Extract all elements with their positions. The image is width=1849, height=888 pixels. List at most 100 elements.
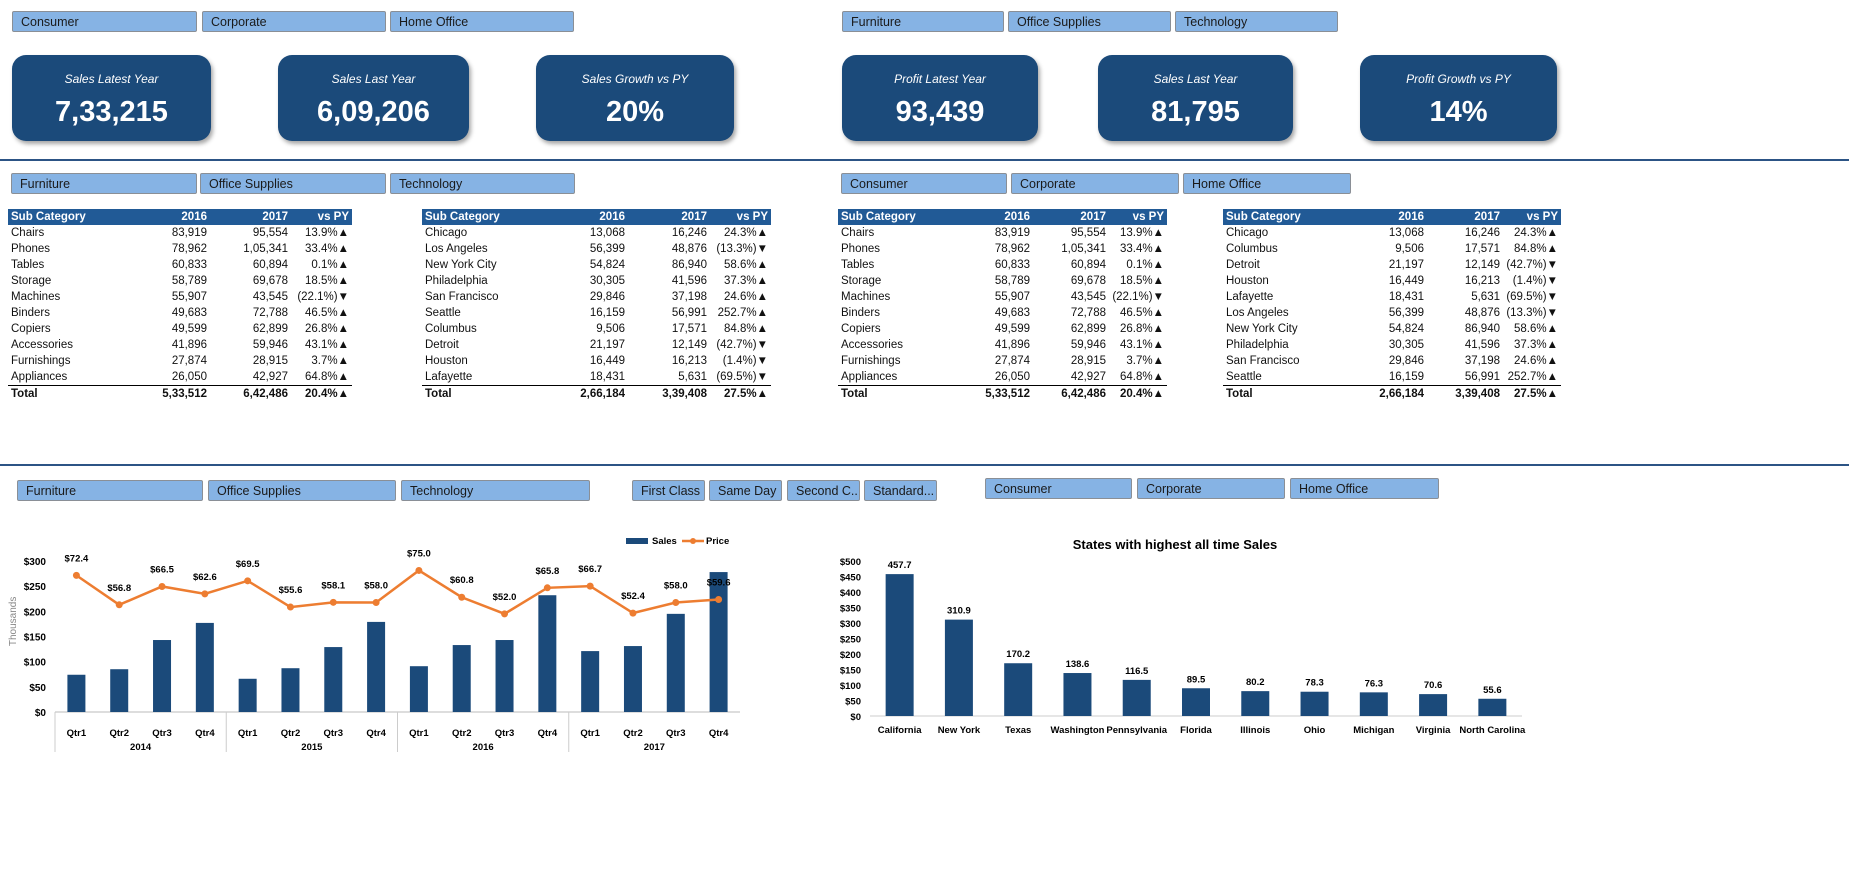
value-2016: 27,874 — [994, 355, 1030, 367]
slicer-button-bottom_segment[interactable]: Consumer — [985, 478, 1132, 499]
kpi-card: Profit Latest Year 93,439 — [842, 55, 1038, 141]
kpi-title: Profit Latest Year — [894, 72, 986, 86]
chart-title: States with highest all time Sales — [1073, 537, 1277, 552]
triangle-down-icon: ▼ — [1546, 275, 1558, 287]
slicer-button-bottom_segment[interactable]: Corporate — [1137, 478, 1285, 499]
value-2017: 17,571 — [1464, 243, 1500, 255]
vs-py: 252.7%▲ — [710, 305, 771, 321]
slicer-button-bottom_category[interactable]: Office Supplies — [208, 480, 396, 501]
x-tick-quarter: Qtr2 — [281, 728, 301, 739]
x-tick-label: Ohio — [1304, 725, 1326, 736]
slicer-button-top_segment[interactable]: Consumer — [12, 11, 197, 32]
sales-bar — [110, 669, 129, 712]
slicer-button-mid_category[interactable]: Technology — [390, 173, 575, 194]
price-point — [244, 577, 252, 585]
slicer-button-top_segment[interactable]: Home Office — [390, 11, 574, 32]
price-data-label: $60.8 — [450, 575, 474, 586]
vs-py: 37.3%▲ — [710, 273, 771, 289]
row-label: Total — [838, 385, 962, 402]
slicer-button-ship_mode[interactable]: Same Day — [709, 480, 782, 501]
value-2017: 37,198 — [671, 291, 707, 303]
price-point — [586, 582, 594, 590]
slicer-button-ship_mode[interactable]: Standard... — [864, 480, 937, 501]
price-data-label: $72.4 — [65, 553, 89, 564]
price-point — [543, 584, 551, 592]
sales-bar — [709, 572, 728, 712]
vs-py-value: (42.7%) — [1506, 259, 1547, 271]
slicer-button-ship_mode[interactable]: Second C... — [787, 480, 860, 501]
triangle-up-icon: ▲ — [756, 291, 768, 303]
slicer-button-mid_segment[interactable]: Home Office — [1183, 173, 1351, 194]
slicer-button-bottom_category[interactable]: Furniture — [17, 480, 203, 501]
value-2016: 41,896 — [994, 339, 1030, 351]
slicer-button-mid_category[interactable]: Furniture — [11, 173, 197, 194]
slicer-button-top_category[interactable]: Office Supplies — [1008, 11, 1171, 32]
slicer-button-bottom_segment[interactable]: Home Office — [1290, 478, 1439, 499]
value-2016: 5,33,512 — [962, 385, 1033, 402]
vs-py: (69.5%)▼ — [1503, 289, 1561, 305]
price-data-label: $52.4 — [621, 591, 645, 602]
y-tick-label: $450 — [840, 573, 861, 584]
vs-py-value: 3.7% — [311, 355, 338, 367]
value-2016: 78,962 — [171, 243, 207, 255]
kpi-value: 93,439 — [895, 96, 985, 128]
bar-data-label: 170.2 — [1006, 649, 1030, 660]
slicer-button-mid_category[interactable]: Office Supplies — [200, 173, 386, 194]
value-2016: 16,159 — [589, 307, 625, 319]
vs-py: (13.3%)▼ — [1503, 305, 1561, 321]
vs-py-value: 26.8% — [305, 323, 338, 335]
table-row: Tables 60,833 60,894 0.1%▲ — [838, 257, 1167, 273]
slicer-button-ship_mode[interactable]: First Class — [632, 480, 705, 501]
value-2017: 95,554 — [1070, 227, 1106, 239]
value-2016: 49,683 — [994, 307, 1030, 319]
table-row: Los Angeles 56,399 48,876 (13.3%)▼ — [422, 241, 771, 257]
x-tick-quarter: Qtr4 — [709, 728, 729, 739]
triangle-up-icon: ▲ — [337, 307, 349, 319]
kpi-title: Profit Growth vs PY — [1406, 72, 1511, 86]
table-header: Sub Category 2016 2017 vs PY — [838, 209, 1167, 225]
value-2017: 43,545 — [252, 291, 288, 303]
table-header: Sub Category 2016 2017 vs PY — [422, 209, 771, 225]
vs-py: 43.1%▲ — [291, 337, 352, 353]
row-label: Lafayette — [1226, 291, 1274, 303]
table-row: Columbus 9,506 17,571 84.8%▲ — [1223, 241, 1561, 257]
triangle-up-icon: ▲ — [1546, 323, 1558, 335]
triangle-down-icon: ▼ — [756, 243, 768, 255]
value-2017: 5,631 — [678, 371, 707, 383]
vs-py: 64.8%▲ — [291, 369, 352, 386]
row-label: Philadelphia — [425, 275, 488, 287]
value-2017: 16,246 — [1464, 227, 1500, 239]
value-2017: 16,213 — [1464, 275, 1500, 287]
sales-bar — [495, 640, 514, 712]
slicer-button-top_category[interactable]: Technology — [1175, 11, 1338, 32]
vs-py-value: 46.5% — [1120, 307, 1153, 319]
slicer-button-mid_segment[interactable]: Consumer — [841, 173, 1007, 194]
vs-py: 13.9%▲ — [291, 225, 352, 241]
vs-py-value: 64.8% — [1120, 371, 1153, 383]
bar-data-label: 55.6 — [1483, 685, 1502, 696]
slicer-button-mid_segment[interactable]: Corporate — [1011, 173, 1179, 194]
bar-data-label: 457.7 — [888, 560, 912, 571]
slicer-button-bottom_category[interactable]: Technology — [401, 480, 590, 501]
row-label: Storage — [11, 275, 52, 287]
row-label: Copiers — [841, 323, 881, 335]
x-tick-label: Pennsylvania — [1106, 725, 1167, 736]
value-2017: 17,571 — [671, 323, 707, 335]
row-label: Tables — [841, 259, 875, 271]
slicer-button-top_segment[interactable]: Corporate — [202, 11, 386, 32]
triangle-up-icon: ▲ — [1152, 371, 1164, 383]
kpi-card: Sales Last Year 6,09,206 — [278, 55, 469, 141]
slicer-button-top_category[interactable]: Furniture — [842, 11, 1004, 32]
bar-data-label: 310.9 — [947, 606, 971, 617]
x-tick-label: North Carolina — [1459, 725, 1526, 736]
vs-py-value: 27.5% — [1514, 388, 1547, 400]
table-row: San Francisco 29,846 37,198 24.6%▲ — [422, 289, 771, 305]
vs-py-value: 84.8% — [1514, 243, 1547, 255]
row-label: Copiers — [11, 323, 51, 335]
triangle-up-icon: ▲ — [1152, 388, 1164, 400]
vs-py-value: (42.7%) — [716, 339, 757, 351]
value-2016: 56,399 — [589, 243, 625, 255]
x-tick-label: Florida — [1180, 725, 1212, 736]
vs-py: 46.5%▲ — [291, 305, 352, 321]
value-2017: 28,915 — [1070, 355, 1106, 367]
